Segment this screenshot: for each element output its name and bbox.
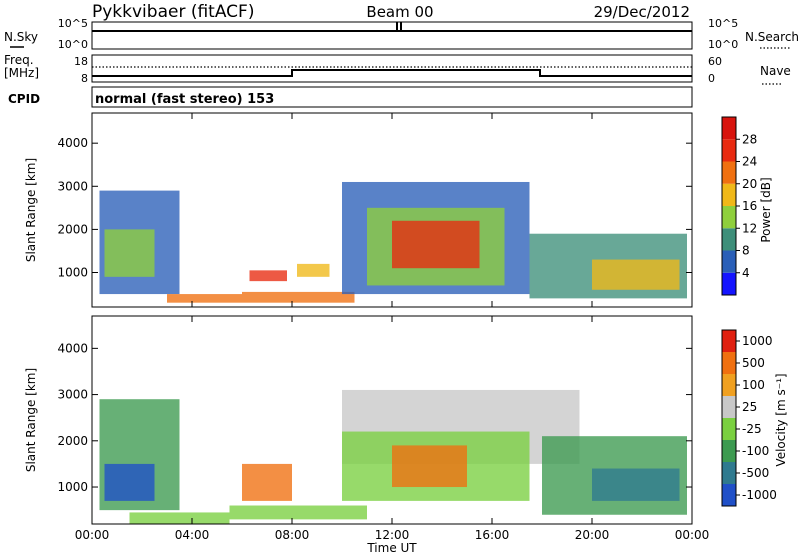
power-colorbar-label: Power [dB]: [759, 177, 773, 242]
velocity-colorbar-label: Velocity [m s⁻¹]: [774, 373, 788, 466]
freq-left-tick: 18: [74, 55, 88, 68]
velocity-colorbar-tick-label: -500: [742, 466, 769, 480]
x-axis-ticks: 00:00 04:00 08:00 12:00 16:00 20:00 00:00: [75, 113, 710, 542]
velocity-colorbar-swatch: [722, 396, 736, 418]
cpid-value: normal (fast stereo) 153: [95, 92, 274, 107]
freq-left-tick: 8: [81, 72, 88, 85]
power-colorbar-swatch: [722, 272, 736, 295]
power-colorbar-tick-label: 8: [742, 244, 750, 258]
velocity-echo-region: [242, 463, 292, 501]
nave-label: Nave: [760, 64, 791, 78]
velocity-colorbar-swatch: [722, 484, 736, 506]
noise-right-tick: 10^5: [708, 17, 738, 30]
n-sky-label: N.Sky: [4, 30, 38, 44]
velocity-echo-region: [129, 512, 230, 524]
velocity-colorbar: 1000 500 100 25 -25 -100 -500 -1000: [721, 329, 777, 507]
velocity-colorbar-frame: [721, 329, 737, 507]
velocity-echo-region: [229, 505, 367, 520]
power-y-axis-label: Slant Range [km]: [24, 158, 38, 262]
velocity-colorbar-tick-label: -1000: [742, 488, 777, 502]
power-echo-region: [104, 229, 155, 277]
n-search-label: N.Search: [745, 30, 799, 44]
velocity-colorbar-swatch: [722, 440, 736, 462]
power-echo-region: [392, 220, 480, 269]
power-colorbar-tick-label: 28: [742, 132, 757, 146]
power-echo-region: [249, 270, 287, 282]
frequency-panel: [91, 54, 693, 83]
velocity-y-axis-label: Slant Range [km]: [24, 368, 38, 472]
x-tick-label: 12:00: [375, 528, 410, 542]
velocity-echo-region: [592, 468, 680, 501]
power-colorbar-swatch: [722, 161, 736, 184]
date-title: 29/Dec/2012: [594, 3, 690, 21]
freq-unit-label: [MHz]: [4, 66, 39, 80]
x-tick-label: 20:00: [575, 528, 610, 542]
power-colorbar-swatch: [722, 139, 736, 162]
power-regions: [99, 181, 687, 303]
velocity-y-tick-label: 2000: [57, 434, 88, 448]
velocity-colorbar-tick-label: -25: [742, 422, 762, 436]
velocity-y-tick-label: 4000: [57, 341, 88, 355]
power-echo-region: [167, 294, 242, 303]
velocity-colorbar-swatch: [722, 374, 736, 396]
velocity-colorbar-swatch: [722, 418, 736, 440]
velocity-y-tick-label: 1000: [57, 480, 88, 494]
power-colorbar: 4 8 12 16 20 24 28: [721, 116, 757, 296]
power-echo-region: [242, 291, 355, 303]
velocity-colorbar-tick-label: 25: [742, 400, 757, 414]
cpid-panel: [91, 86, 693, 108]
power-y-tick-label: 3000: [57, 179, 88, 193]
power-y-tick-label: 1000: [57, 266, 88, 280]
x-tick-label: 04:00: [175, 528, 210, 542]
cpid-label: CPID: [8, 92, 40, 106]
noise-right-tick: 10^0: [708, 38, 738, 51]
power-panel: 1000 2000 3000 4000 Slant Range [km] 4 8 12 16…: [24, 112, 773, 308]
velocity-echo-region: [392, 445, 467, 488]
velocity-colorbar-swatch: [722, 462, 736, 484]
freq-right-tick: 60: [708, 55, 722, 68]
freq-right-tick: 0: [708, 72, 715, 85]
power-colorbar-tick-label: 24: [742, 155, 757, 169]
power-y-tick-label: 2000: [57, 222, 88, 236]
noise-left-tick: 10^5: [58, 17, 88, 30]
station-title: Pykkvibaer (fitACF): [92, 2, 254, 22]
velocity-regions: [99, 389, 687, 524]
velocity-panel: 1000 2000 3000 4000 Slant Range [km] 1000 50…: [24, 315, 788, 525]
velocity-y-ticks: 1000 2000 3000 4000: [57, 341, 692, 494]
velocity-colorbar-tick-label: 500: [742, 356, 765, 370]
power-colorbar-tick-label: 4: [742, 266, 750, 280]
velocity-colorbar-tick-label: 1000: [742, 334, 773, 348]
velocity-colorbar-tick-label: -100: [742, 444, 769, 458]
power-echo-region: [297, 263, 330, 277]
power-colorbar-tick-label: 12: [742, 221, 757, 235]
power-y-ticks: 1000 2000 3000 4000: [57, 136, 692, 280]
freq-label: Freq.: [4, 53, 34, 67]
power-colorbar-swatch: [722, 250, 736, 273]
beam-title: Beam 00: [366, 3, 433, 21]
velocity-colorbar-swatch: [722, 352, 736, 374]
noise-panel: [91, 21, 693, 50]
x-tick-label: 08:00: [275, 528, 310, 542]
x-tick-label: 00:00: [75, 528, 110, 542]
x-tick-label: 16:00: [475, 528, 510, 542]
x-axis-label: Time UT: [366, 541, 417, 554]
x-tick-label: 00:00: [675, 528, 710, 542]
power-colorbar-swatch: [722, 206, 736, 229]
power-y-tick-label: 4000: [57, 136, 88, 150]
velocity-echo-region: [104, 463, 155, 501]
velocity-colorbar-swatch: [722, 330, 736, 352]
velocity-y-tick-label: 3000: [57, 388, 88, 402]
noise-left-tick: 10^0: [58, 38, 88, 51]
power-colorbar-swatch: [722, 183, 736, 206]
power-colorbar-swatch: [722, 117, 736, 140]
power-colorbar-tick-label: 20: [742, 177, 757, 191]
frequency-trace: [92, 69, 692, 77]
power-colorbar-tick-label: 16: [742, 199, 757, 213]
velocity-colorbar-tick-label: 100: [742, 378, 765, 392]
power-echo-region: [592, 259, 680, 290]
power-colorbar-swatch: [722, 228, 736, 251]
